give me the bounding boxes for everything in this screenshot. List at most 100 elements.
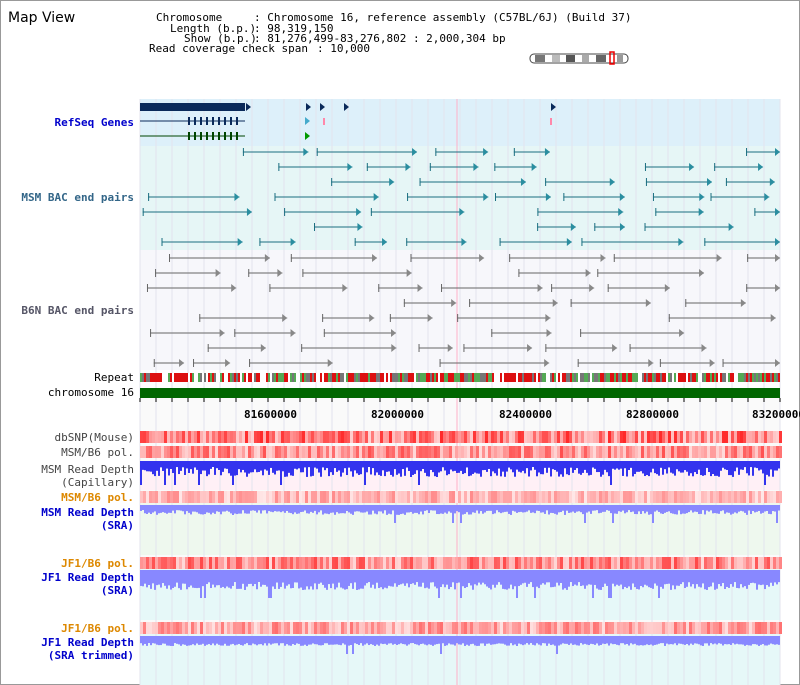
repeat-cell <box>726 373 728 382</box>
depth-bar <box>336 505 338 513</box>
depth-bar <box>198 570 200 588</box>
depth-bar <box>206 570 208 585</box>
heat-cell <box>617 622 620 634</box>
heat-cell <box>581 557 584 569</box>
heat-cell <box>149 431 152 443</box>
depth-bar <box>746 570 748 589</box>
depth-bar <box>760 570 762 586</box>
heat-cell <box>167 446 170 458</box>
depth-bar <box>390 461 392 475</box>
heat-cell <box>617 557 620 569</box>
heat-cell <box>170 446 173 458</box>
heat-cell <box>473 446 476 458</box>
depth-bar <box>548 570 550 583</box>
heat-cell <box>497 557 500 569</box>
heat-cell <box>230 446 233 458</box>
heat-cell <box>314 431 317 443</box>
heat-cell <box>539 431 542 443</box>
depth-bar <box>250 461 252 473</box>
depth-bar <box>684 505 686 514</box>
depth-bar <box>528 505 530 511</box>
bac-end-arrow <box>459 208 465 216</box>
depth-bar <box>260 636 262 645</box>
depth-bar <box>488 505 490 511</box>
heat-cell <box>665 491 668 503</box>
repeat-cell <box>506 373 508 382</box>
heat-cell <box>596 446 599 458</box>
repeat-cell <box>218 373 220 382</box>
bac-end <box>499 238 501 246</box>
depth-bar <box>202 570 204 587</box>
depth-bar <box>194 570 196 588</box>
depth-bar <box>716 505 718 514</box>
heat-cell <box>503 557 506 569</box>
depth-bar <box>502 570 504 589</box>
depth-bar <box>634 636 636 644</box>
heat-cell <box>602 431 605 443</box>
heat-cell <box>419 622 422 634</box>
repeat-cell <box>394 373 396 382</box>
repeat-cell <box>252 373 254 382</box>
bac-end <box>704 238 706 246</box>
heat-cell <box>626 446 629 458</box>
depth-bar <box>580 505 582 513</box>
heat-cell <box>245 557 248 569</box>
heat-cell <box>692 622 695 634</box>
heat-cell <box>185 557 188 569</box>
repeat-cell <box>164 373 166 382</box>
depth-bar <box>216 461 218 469</box>
depth-bar <box>668 570 670 584</box>
depth-bar <box>452 636 454 645</box>
depth-bar <box>444 636 446 646</box>
repeat-cell <box>656 373 658 382</box>
repeat-cell <box>608 373 610 382</box>
depth-bar <box>362 461 364 468</box>
depth-bar <box>662 505 664 514</box>
repeat-cell <box>532 373 534 382</box>
depth-bar <box>216 505 218 512</box>
depth-bar <box>378 461 380 475</box>
depth-bar <box>518 570 520 587</box>
heat-cell <box>443 431 446 443</box>
heat-cell <box>641 431 644 443</box>
depth-bar <box>540 461 542 475</box>
depth-bar <box>776 570 778 585</box>
repeat-cell <box>586 373 588 382</box>
heat-cell <box>527 557 530 569</box>
repeat-cell <box>350 373 352 382</box>
depth-bar <box>194 636 196 646</box>
repeat-cell <box>156 373 158 382</box>
depth-bar <box>312 570 314 590</box>
heat-cell <box>176 557 179 569</box>
repeat-cell <box>404 373 406 382</box>
heat-cell <box>563 491 566 503</box>
heat-cell <box>266 491 269 503</box>
heat-cell <box>284 557 287 569</box>
jf1-trim-label: JF1 Read Depth <box>41 636 134 649</box>
depth-bar <box>750 570 752 584</box>
heat-cell <box>602 622 605 634</box>
depth-bar <box>336 636 338 645</box>
heat-cell <box>341 446 344 458</box>
heat-cell <box>143 491 146 503</box>
depth-bar <box>488 570 490 588</box>
depth-bar <box>190 505 192 515</box>
heat-cell <box>422 622 425 634</box>
repeat-cell <box>516 373 518 382</box>
depth-bar <box>662 570 664 589</box>
chromosome-ideogram[interactable] <box>529 51 629 65</box>
depth-bar <box>520 570 522 585</box>
heat-cell <box>215 491 218 503</box>
depth-bar <box>338 505 340 514</box>
heat-cell <box>404 431 407 443</box>
repeat-cell <box>510 373 512 382</box>
heat-cell <box>530 622 533 634</box>
depth-bar <box>374 461 376 476</box>
heat-cell <box>473 557 476 569</box>
depth-bar <box>160 570 162 588</box>
depth-bar <box>716 461 718 476</box>
depth-bar <box>758 461 760 471</box>
depth-bar <box>186 505 188 512</box>
bac-end-arrow <box>544 148 550 156</box>
heat-cell <box>572 431 575 443</box>
